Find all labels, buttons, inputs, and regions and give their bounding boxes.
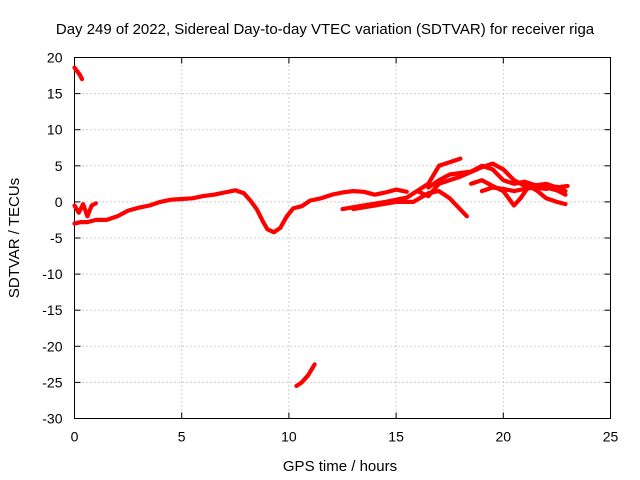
y-tick-labels: -30 -25 -20 -15 -10 -5 0 5 10 15 20 (42, 50, 62, 427)
x-tick-label: 5 (178, 429, 186, 445)
chart-title: Day 249 of 2022, Sidereal Day-to-day VTE… (56, 21, 595, 38)
y-tick-label: 0 (55, 194, 63, 210)
y-tick-label: -10 (42, 266, 62, 282)
y-tick-label: -25 (42, 374, 62, 390)
y-tick-label: 15 (47, 86, 63, 102)
series-track-dip (294, 362, 317, 389)
x-tick-label: 10 (281, 429, 297, 445)
series-track-start-high (72, 65, 85, 82)
y-tick-label: -15 (42, 302, 62, 318)
series-track-main (72, 187, 409, 235)
series-track-early-b (72, 201, 99, 219)
y-tick-label: 10 (47, 122, 63, 138)
series-layer (72, 65, 570, 389)
x-tick-label: 0 (71, 429, 79, 445)
series-track-evening-f (479, 184, 568, 194)
x-tick-label: 15 (388, 429, 404, 445)
series-track-evening-d (426, 163, 570, 190)
x-tick-label: 25 (603, 429, 619, 445)
series-track-evening-e (469, 178, 568, 208)
y-axis-title: SDTVAR / TECUs (6, 178, 23, 298)
series-track-evening-b (351, 189, 469, 219)
x-axis-title: GPS time / hours (283, 458, 397, 475)
x-tick-labels: 0 5 10 15 20 25 (71, 429, 619, 445)
x-tick-label: 20 (496, 429, 512, 445)
y-tick-label: 5 (55, 158, 63, 174)
y-tick-label: -20 (42, 338, 62, 354)
axis-ticks (74, 57, 611, 419)
y-tick-label: -5 (50, 230, 63, 246)
y-tick-label: 20 (47, 50, 63, 66)
grid (74, 57, 611, 419)
y-tick-label: -30 (42, 411, 62, 427)
